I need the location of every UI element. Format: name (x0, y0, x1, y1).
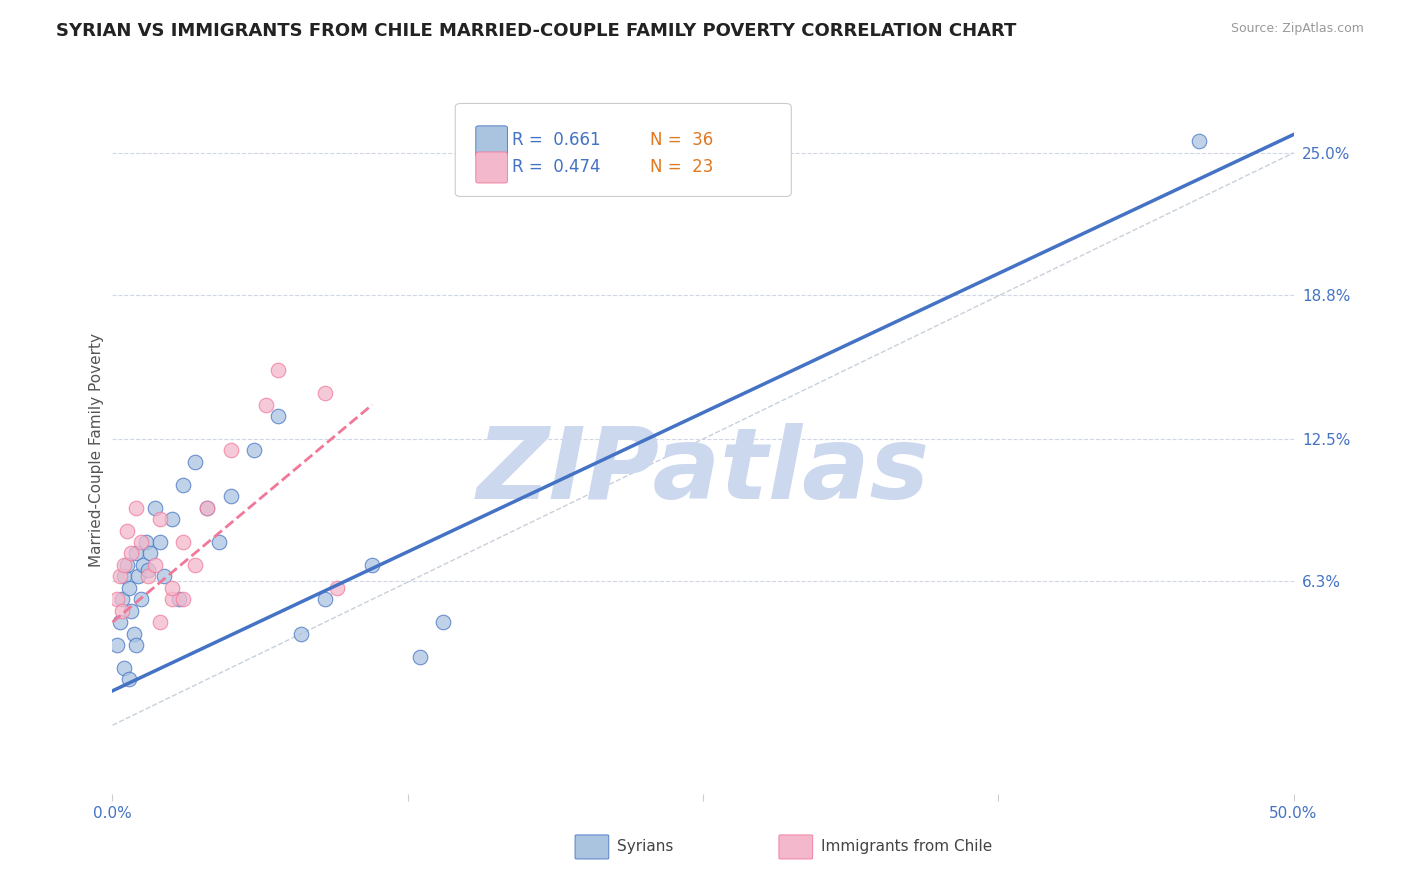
Point (108, 569, 131, 583)
Point (108, 615, 131, 630)
Point (326, 581, 349, 595)
Point (153, 569, 176, 583)
Point (129, 592, 152, 607)
Point (219, 489, 242, 503)
Point (195, 500, 218, 515)
Point (208, 535, 231, 549)
Point (118, 581, 141, 595)
Point (120, 604, 142, 618)
Point (160, 512, 183, 526)
Point (118, 673, 141, 687)
Text: Immigrants from Chile: Immigrants from Chile (821, 839, 993, 855)
Point (143, 500, 166, 515)
Text: SYRIAN VS IMMIGRANTS FROM CHILE MARRIED-COUPLE FAMILY POVERTY CORRELATION CHART: SYRIAN VS IMMIGRANTS FROM CHILE MARRIED-… (56, 22, 1017, 40)
Point (105, 592, 128, 607)
Point (129, 535, 152, 549)
Point (122, 626, 145, 640)
Point (125, 638, 148, 652)
Point (149, 615, 172, 630)
Point (290, 626, 312, 640)
Point (160, 592, 183, 607)
Text: R =  0.661: R = 0.661 (512, 131, 600, 149)
Point (314, 386, 336, 401)
Text: N =  36: N = 36 (650, 131, 713, 149)
Point (127, 569, 149, 583)
Point (112, 661, 135, 675)
Point (125, 500, 148, 515)
Y-axis label: Married-Couple Family Poverty: Married-Couple Family Poverty (89, 334, 104, 567)
Point (167, 592, 190, 607)
Text: Source: ZipAtlas.com: Source: ZipAtlas.com (1230, 22, 1364, 36)
Point (195, 500, 218, 515)
Point (125, 546, 148, 561)
Point (254, 398, 277, 412)
Text: R =  0.474: R = 0.474 (512, 159, 600, 177)
Point (149, 535, 172, 549)
Point (267, 409, 290, 424)
Point (135, 535, 157, 549)
Point (172, 535, 194, 549)
Point (172, 478, 194, 492)
Point (112, 558, 135, 572)
Point (172, 592, 194, 607)
Point (143, 558, 166, 572)
Point (314, 592, 336, 607)
Point (184, 455, 207, 469)
Point (136, 562, 159, 576)
Point (115, 558, 138, 572)
Point (132, 558, 155, 572)
Point (408, 649, 430, 664)
Point (160, 581, 183, 595)
Text: Syrians: Syrians (617, 839, 673, 855)
Point (267, 363, 290, 377)
Point (184, 558, 207, 572)
Point (361, 558, 384, 572)
Text: N =  23: N = 23 (650, 159, 713, 177)
Point (111, 592, 134, 607)
Point (243, 443, 266, 458)
Point (1188, 135, 1211, 149)
Point (111, 604, 134, 618)
Point (219, 443, 242, 458)
Point (139, 546, 162, 561)
Point (115, 524, 138, 538)
Point (105, 638, 128, 652)
Point (112, 569, 135, 583)
Point (149, 512, 172, 526)
Point (432, 615, 454, 630)
Text: ZIPatlas: ZIPatlas (477, 423, 929, 519)
Point (120, 546, 142, 561)
Point (136, 569, 159, 583)
